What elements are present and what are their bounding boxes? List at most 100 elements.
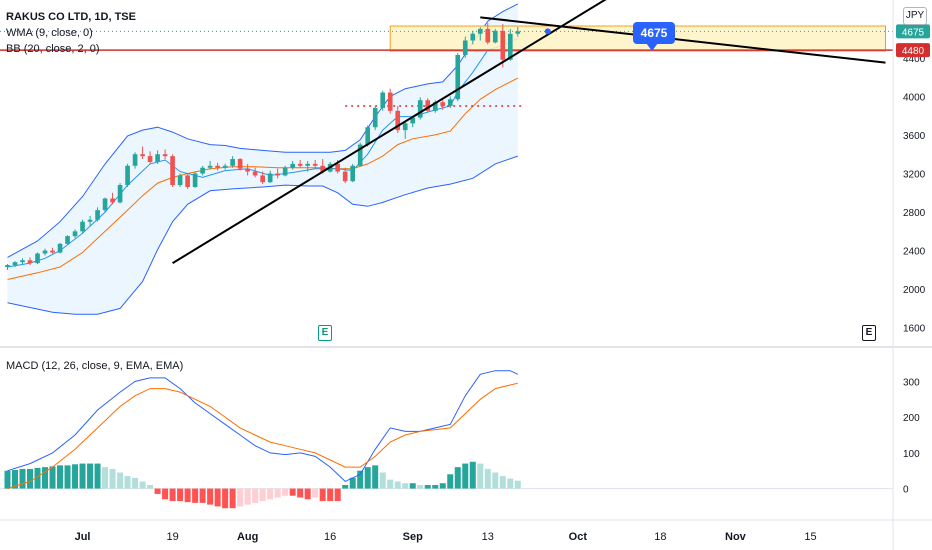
candle-body [72, 231, 78, 237]
macd-legend[interactable]: MACD (12, 26, close, 9, EMA, EMA) [6, 360, 184, 372]
price-tick-label: 2800 [903, 208, 926, 219]
macd-histogram-bar [42, 467, 49, 489]
time-tick-label: 13 [482, 531, 494, 543]
macd-histogram-bar [229, 488, 236, 509]
macd-histogram-bar [334, 488, 341, 502]
macd-histogram-bar [109, 468, 116, 489]
macd-histogram-bar [177, 488, 184, 502]
candle-body [215, 165, 220, 168]
candle-body [147, 156, 153, 162]
macd-histogram-bar [244, 488, 251, 505]
symbol-title[interactable]: RAKUS CO LTD, 1D, TSE [6, 11, 136, 23]
macd-histogram-bar [237, 488, 244, 507]
time-tick-label: Sep [403, 531, 423, 543]
candle-body [462, 40, 468, 55]
currency-badge[interactable]: JPY [903, 7, 927, 25]
candle-body [140, 154, 145, 157]
candle-body [425, 100, 431, 111]
time-tick-label: 18 [654, 531, 666, 543]
candle-body [290, 163, 295, 168]
candle-body [42, 250, 48, 254]
macd-histogram-bar [469, 461, 476, 489]
macd-histogram-bar [169, 488, 176, 502]
candle-body [162, 154, 168, 157]
candle-body [132, 154, 138, 166]
macd-histogram-bar [199, 488, 206, 503]
candle-body [222, 165, 228, 168]
price-callout-tail [646, 43, 658, 51]
price-tag-last-bg [896, 24, 930, 39]
candle-body [402, 123, 408, 131]
candle-body [282, 167, 288, 176]
macd-histogram-bar [349, 477, 356, 489]
candle-body [410, 117, 416, 124]
macd-histogram-bar [154, 488, 161, 494]
price-tick-label: 4000 [903, 92, 926, 103]
price-callout[interactable]: 4675 [633, 22, 675, 44]
macd-histogram-bar [132, 477, 139, 489]
signal-line [7, 382, 518, 490]
macd-histogram-bar [34, 467, 41, 489]
macd-histogram-bar [327, 488, 334, 502]
macd-histogram-bar [192, 488, 199, 503]
macd-histogram-bar [289, 488, 296, 496]
macd-histogram-bar [432, 485, 439, 489]
candle-body [245, 168, 250, 172]
macd-histogram-bar [439, 483, 446, 489]
trendlines-group [172, 0, 886, 264]
candle-body [350, 165, 356, 182]
earnings-past-icon[interactable]: E [318, 325, 332, 341]
macd-group [0, 370, 893, 509]
bb-legend[interactable]: BB (20, close, 2, 0) [6, 43, 100, 55]
candle-body [27, 260, 33, 264]
candle-body [357, 144, 363, 166]
macd-histogram-bar [64, 465, 71, 489]
macd-tick-label: 0 [903, 485, 909, 496]
candle-body [380, 92, 386, 108]
macd-histogram-bar [342, 485, 349, 489]
macd-histogram-bar [252, 488, 259, 503]
macd-histogram-bar [124, 476, 131, 489]
candle-body [342, 171, 348, 182]
macd-histogram-bar [49, 466, 56, 489]
candle-body [87, 219, 93, 222]
candle-body [35, 253, 40, 264]
macd-histogram-bar [312, 488, 319, 498]
candle-body [515, 31, 521, 34]
candle-body [117, 185, 123, 203]
candle-body [500, 30, 506, 60]
candle-body [207, 165, 213, 168]
time-tick-label: 15 [804, 531, 816, 543]
candle-body [275, 173, 280, 176]
macd-histogram-bar [462, 463, 469, 489]
candle-body [372, 107, 378, 128]
candle-body [20, 260, 25, 263]
candle-body [155, 154, 160, 162]
macd-tick-label: 200 [903, 413, 920, 424]
candle-body [477, 28, 483, 34]
bb-band-fill [7, 3, 518, 315]
candle-body [320, 165, 326, 172]
bb-basis-line [7, 77, 519, 280]
candle-body [102, 198, 108, 211]
price-tick-label: 3600 [903, 131, 926, 142]
macd-histogram-bar [492, 472, 499, 489]
macd-histogram-bar [304, 488, 311, 500]
candle-body [50, 250, 55, 253]
candle-body [12, 262, 18, 266]
time-tick-label: 16 [324, 531, 336, 543]
candle-body [200, 167, 205, 174]
macd-histogram-bar [357, 470, 364, 489]
macd-histogram-bar [94, 463, 101, 489]
candle-body [177, 175, 183, 186]
candle-body [170, 156, 175, 186]
bb-lower-line [7, 155, 518, 315]
macd-histogram-bar [222, 488, 229, 509]
macd-histogram-bar [274, 488, 281, 498]
earnings-future-icon[interactable]: E [862, 325, 876, 341]
candle-body [5, 265, 10, 267]
candle-body [192, 173, 198, 187]
macd-histogram-bar [79, 463, 86, 489]
wma-legend[interactable]: WMA (9, close, 0) [6, 27, 93, 39]
macd-histogram-bar [447, 474, 454, 489]
